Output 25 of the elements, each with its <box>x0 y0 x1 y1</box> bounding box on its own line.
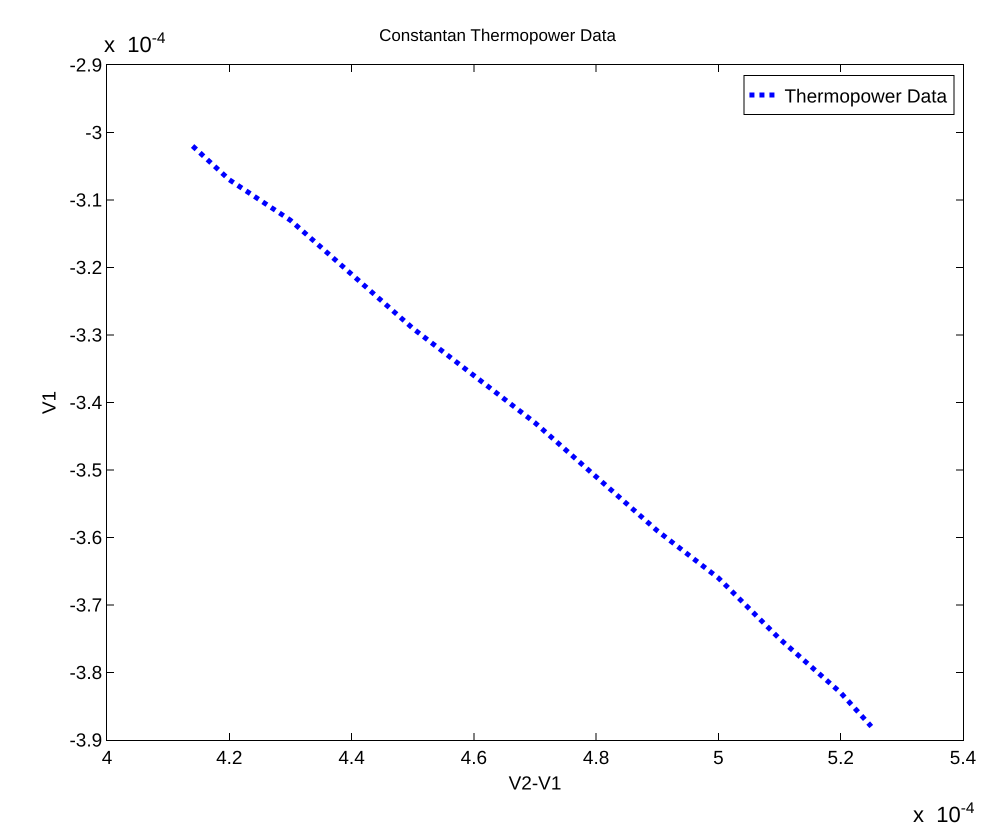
text: x 10$^{-4}$ <box>913 800 975 827</box>
x-tick-label: 4.8 <box>582 748 610 769</box>
y-tick-label: -3.1 <box>69 190 102 212</box>
x-tick-label: 4 <box>102 748 113 769</box>
x-axis-title: V2-V1 <box>508 774 562 795</box>
y-tick-label: -3.2 <box>69 258 102 280</box>
y-tick-label: -3 <box>85 123 102 144</box>
x-tick-label: 4.4 <box>338 748 366 769</box>
chart-title: Constantan Thermopower Data <box>379 26 616 45</box>
y-tick-label: -2.9 <box>69 56 102 77</box>
x-tick-label: 5.4 <box>950 748 977 769</box>
y-tick-label: -3.9 <box>69 730 102 752</box>
y-tick-label: -3.3 <box>69 326 102 347</box>
y-tick-label: -3.8 <box>69 663 102 684</box>
y-tick-label: -3.5 <box>69 460 102 482</box>
x-tick-label: 4.2 <box>216 748 242 769</box>
legend-label: Thermopower Data <box>784 86 948 108</box>
y-axis-title: V1 <box>39 390 60 414</box>
x-tick-label: 5.2 <box>828 748 854 769</box>
y-tick-label: -3.7 <box>69 596 102 617</box>
y-tick-label: -3.6 <box>69 528 102 550</box>
text: x 10$^{-4}$ <box>104 30 166 58</box>
x-tick-label: 4.6 <box>460 748 488 769</box>
x-tick-label: 5 <box>713 748 724 769</box>
y-tick-label: -3.4 <box>69 393 103 414</box>
